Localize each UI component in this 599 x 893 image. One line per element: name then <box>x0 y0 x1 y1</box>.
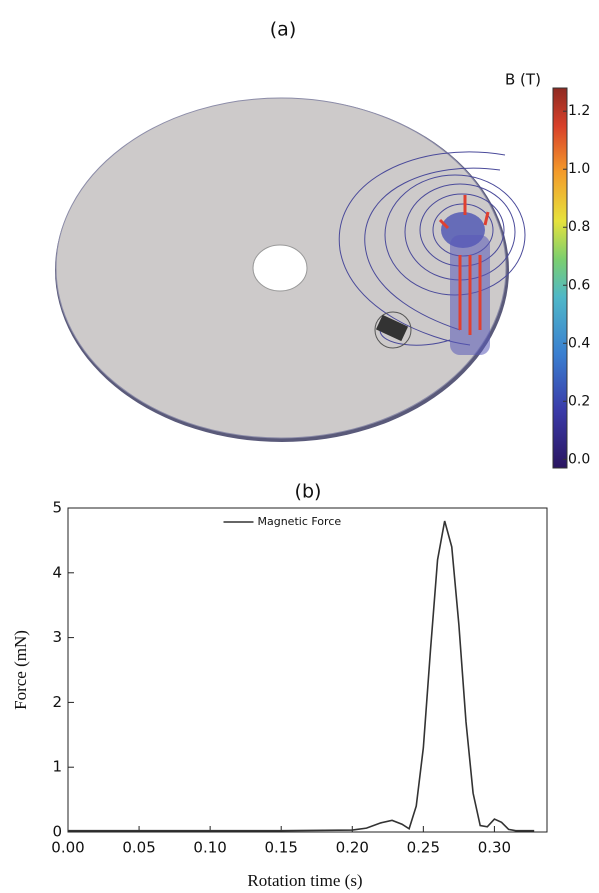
x-tick-label: 0.20 <box>336 839 369 857</box>
y-tick-label: 0 <box>52 823 62 841</box>
y-tick-label: 0.8 <box>568 219 590 235</box>
colorbar-title: B (T) <box>505 71 541 89</box>
legend-label: Magnetic Force <box>258 515 342 528</box>
y-tick-label: 1 <box>52 758 62 776</box>
y-tick-label: 4 <box>52 563 62 581</box>
x-tick-label: 0.15 <box>265 839 298 857</box>
x-tick-label: 0.25 <box>407 839 440 857</box>
plot-frame <box>67 507 548 833</box>
x-tick-label: 0.10 <box>193 839 226 857</box>
colorbar <box>552 87 568 469</box>
y-tick-label: 0.0 <box>568 451 590 467</box>
y-tick-label: 1.2 <box>568 103 590 119</box>
x-tick-label: 0.30 <box>478 839 511 857</box>
y-tick-label: 3 <box>52 628 62 646</box>
panel-label: (a) <box>270 19 296 41</box>
y-tick-label: 2 <box>52 693 62 711</box>
panel-label: (b) <box>295 481 322 503</box>
simulation-image <box>55 97 526 442</box>
y-tick-label: 0.2 <box>568 393 590 409</box>
x-tick-label: 0.05 <box>122 839 155 857</box>
y-axis-label: Force (mN) <box>11 630 30 710</box>
y-tick-label: 1.0 <box>568 161 590 177</box>
x-axis-label: Rotation time (s) <box>247 871 362 890</box>
y-tick-label: 0.6 <box>568 277 590 293</box>
x-tick-label: 0.00 <box>51 839 84 857</box>
data-line <box>68 520 535 832</box>
y-tick-label: 5 <box>52 499 62 517</box>
y-tick-label: 0.4 <box>568 335 590 351</box>
